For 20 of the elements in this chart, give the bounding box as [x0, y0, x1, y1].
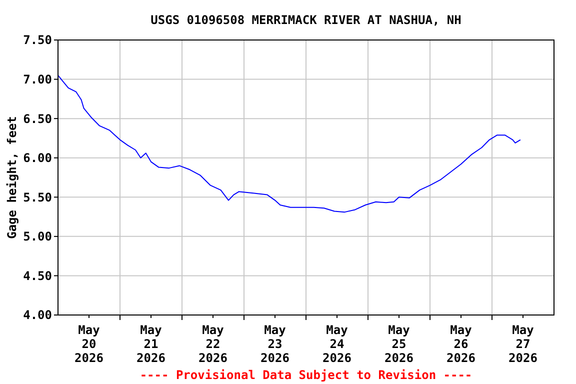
y-axis-title: Gage height, feet	[5, 116, 19, 239]
y-tick-label: 6.50	[23, 112, 52, 126]
y-tick-label: 5.50	[23, 190, 52, 204]
line-series	[58, 74, 521, 213]
x-tick-label: May 20 2026	[74, 323, 104, 365]
y-tick-label: 4.00	[23, 308, 52, 322]
x-tick-label: May 27 2026	[508, 323, 538, 365]
x-tick-label: May 26 2026	[446, 323, 476, 365]
x-tick-label: May 24 2026	[322, 323, 352, 365]
y-tick-label: 7.50	[23, 33, 52, 48]
chart-title: USGS 01096508 MERRIMACK RIVER AT NASHUA, NH	[150, 13, 462, 27]
y-tick-label: 5.00	[23, 230, 52, 244]
y-tick-label: 4.50	[23, 268, 52, 283]
x-tick-label: May 23 2026	[260, 323, 290, 365]
text: ---- Provisional Data Subject to Revision ----	[140, 368, 472, 382]
x-tick-label: May 25 2026	[384, 323, 414, 365]
x-tick-label: May 21 2026	[136, 323, 166, 365]
y-tick-label: 6.00	[23, 151, 52, 166]
x-tick-label: May 22 2026	[198, 323, 228, 365]
y-tick-label: 7.00	[23, 72, 52, 86]
